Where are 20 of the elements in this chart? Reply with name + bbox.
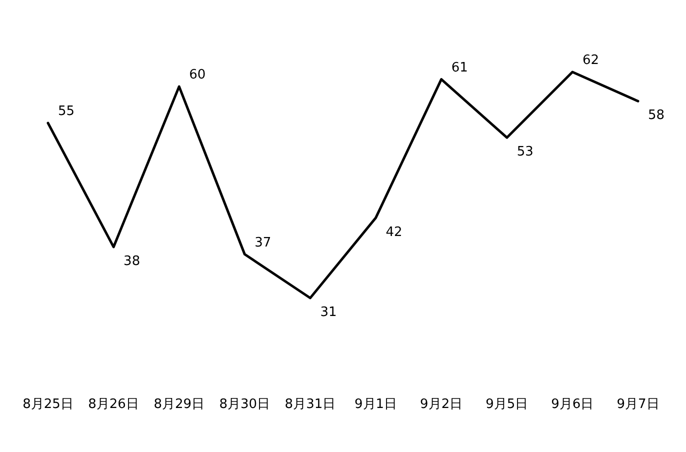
x-tick-label: 9月2日: [420, 397, 463, 412]
data-label: 42: [386, 224, 402, 240]
data-label: 60: [189, 68, 206, 83]
x-tick-label: 8月29日: [154, 397, 205, 412]
x-tick-label: 8月26日: [88, 397, 139, 412]
data-label: 37: [254, 235, 272, 250]
data-label: 62: [582, 53, 599, 68]
data-label: 55: [58, 104, 75, 120]
data-label: 38: [124, 254, 140, 269]
data-label: 53: [516, 144, 534, 160]
data-label: 61: [451, 60, 468, 76]
x-tick-label: 8月31日: [284, 397, 336, 412]
data-label: 58: [648, 108, 665, 124]
x-tick-label: 9月1日: [354, 397, 398, 412]
x-tick-label: 9月5日: [486, 397, 528, 412]
x-tick-label: 8月25日: [22, 397, 74, 412]
x-tick-label: 8月30日: [219, 397, 270, 412]
x-tick-label: 9月6日: [551, 397, 594, 412]
x-tick-label: 9月7日: [616, 397, 660, 412]
data-label: 31: [320, 305, 337, 320]
